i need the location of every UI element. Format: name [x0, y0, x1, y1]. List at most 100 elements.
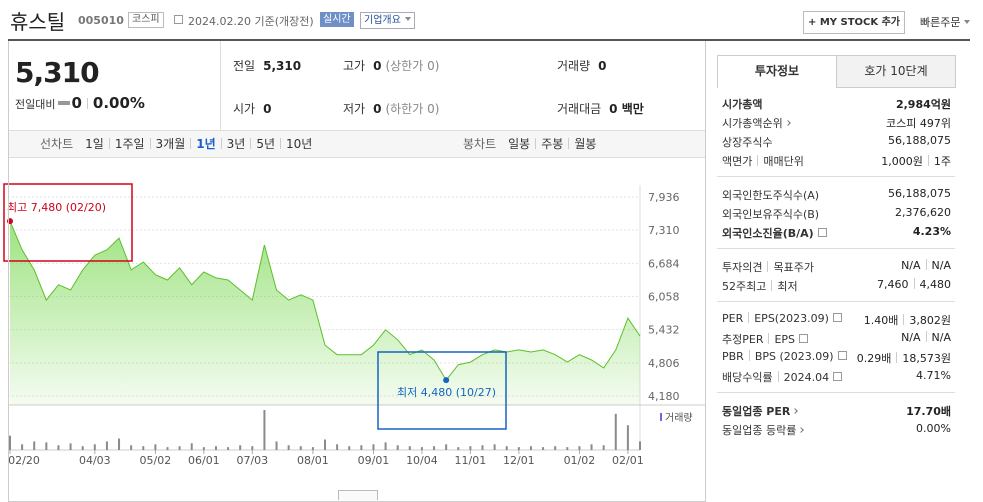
volume-bar [590, 444, 593, 450]
quote-field: 거래량 0 [557, 57, 606, 74]
help-icon [817, 228, 827, 237]
divider [86, 98, 88, 109]
label-text: 외국인소진율(B/A) [722, 227, 814, 240]
volume-bar [118, 438, 121, 450]
period-tab[interactable]: 주봉 [541, 137, 564, 151]
company-dropdown[interactable]: 기업개요 [360, 12, 415, 29]
volume-legend-icon [660, 413, 662, 421]
annotation-dot [443, 377, 450, 384]
quick-order[interactable]: 빠른주문 [920, 14, 971, 30]
volume-bar [360, 445, 363, 450]
help-icon [832, 313, 842, 322]
volume-bar [190, 443, 193, 450]
info-value: 17.70배 [906, 403, 951, 419]
volume-bar [178, 446, 181, 450]
info-label: 외국인보유주식수(B) [722, 206, 819, 222]
label-text: 상장주식수 [722, 136, 773, 149]
period-bar [9, 130, 705, 158]
volume-bar [336, 444, 339, 450]
info-label: 시가총액 [722, 96, 762, 112]
info-label: 52주최고 최저 [722, 278, 798, 294]
field-value: 0 [373, 102, 382, 116]
info-value: 4.23% [913, 225, 951, 238]
y-tick-label: 6,058 [648, 291, 680, 304]
value-text: 코스피 497위 [886, 117, 951, 130]
field-label: 전일 [233, 59, 256, 73]
field-value: 0 [598, 59, 607, 73]
change-value: 0 [71, 94, 82, 112]
volume-bar [81, 446, 84, 450]
quick-order-label: 빠른주문 [920, 16, 961, 29]
period-tab[interactable]: 3년 [226, 137, 246, 151]
volume-bar [602, 445, 605, 450]
side-panel [707, 41, 970, 502]
info-label: PBR BPS (2023.09) [722, 350, 847, 363]
divider [927, 155, 929, 166]
x-tick-label: 06/01 [188, 454, 220, 467]
volume-bar [21, 444, 24, 450]
divider [925, 331, 927, 342]
side-tab[interactable]: 호가 10단계 [836, 55, 956, 88]
divider [925, 259, 927, 270]
volume-bar [214, 446, 217, 450]
divider [190, 138, 192, 149]
label-text: 외국인보유주식수(B) [722, 208, 820, 221]
x-tick-label: 08/01 [297, 454, 329, 467]
divider [568, 138, 570, 149]
annotation-label: 최고 7,480 (02/20) [7, 201, 106, 214]
more-arrow [784, 120, 791, 126]
my-stock-button[interactable]: + MY STOCK 추가 [803, 11, 905, 34]
period-tab[interactable]: 월봉 [574, 137, 597, 151]
label-text: BPS (2023.09) [754, 350, 834, 363]
volume-bar [130, 445, 133, 450]
quote-field: 전일 5,310 [233, 57, 301, 74]
field-note: (하한가 0) [385, 102, 440, 116]
field-value: 0 [263, 102, 272, 116]
field-label: 저가 [343, 102, 366, 116]
period-tab[interactable]: 1주일 [114, 137, 145, 151]
x-tick-label: 04/03 [79, 454, 111, 467]
volume-bar [348, 446, 351, 450]
volume-bar [57, 445, 60, 450]
volume-bar [324, 439, 326, 450]
value-text: 56,188,075 [888, 134, 951, 147]
volume-bar [433, 446, 436, 450]
period-tab[interactable]: 일봉 [508, 137, 531, 151]
label-text: 목표주가 [773, 261, 814, 274]
value-text: 4,480 [919, 278, 952, 291]
quote-divider [220, 41, 221, 130]
divider [768, 333, 770, 344]
field-label: 거래대금 [557, 102, 602, 116]
quote-field: 거래대금 0 백만 [557, 100, 644, 117]
change-label: 전일대비 [15, 98, 56, 111]
period-tab[interactable]: 5년 [256, 137, 276, 151]
field-label: 고가 [343, 59, 366, 73]
help-icon [799, 334, 809, 343]
label-text: 매매단위 [763, 155, 804, 168]
annotation-box [3, 183, 133, 262]
period-tab[interactable]: 1일 [85, 137, 104, 151]
volume-bar [93, 444, 96, 450]
current-price: 5,310 [15, 56, 100, 89]
label-text: 시가총액 [722, 98, 763, 111]
period-tabs: 선차트 1일 1주일 3개월 1년 3년 5년 10년 [40, 130, 312, 158]
value-text: 2,376,620 [895, 206, 951, 219]
value-text: N/A [901, 331, 921, 344]
volume-bar [105, 441, 108, 450]
collapse-handle[interactable] [338, 490, 378, 500]
quote-field: 저가 0 (하한가 0) [343, 100, 439, 117]
volume-bar [517, 447, 520, 450]
field-label: 거래량 [557, 59, 591, 73]
value-text: 7,460 [877, 278, 909, 291]
volume-bar [239, 445, 242, 450]
market-badge: 코스피 [128, 12, 164, 28]
side-tab[interactable]: 투자정보 [717, 55, 837, 88]
info-label: 외국인소진율(B/A) [722, 225, 827, 241]
group-rule [717, 176, 955, 177]
period-tab[interactable]: 1년 [196, 137, 216, 151]
header-rule [8, 39, 970, 41]
label-text: 2024.04 [783, 371, 830, 384]
period-tab[interactable]: 10년 [286, 137, 313, 151]
volume-bar [287, 445, 290, 450]
period-tab[interactable]: 3개월 [155, 137, 186, 151]
